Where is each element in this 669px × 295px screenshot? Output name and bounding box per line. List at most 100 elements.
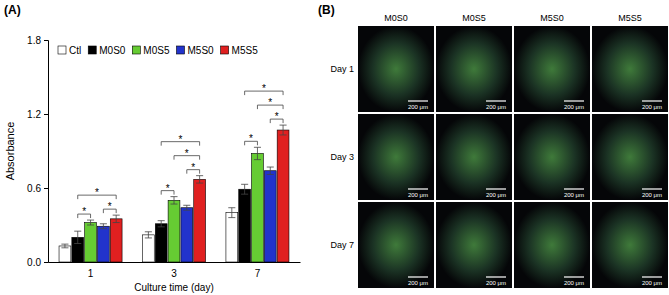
x-tick-label: 3 — [171, 268, 177, 279]
scale-bar-label: 200 μm — [408, 192, 428, 198]
error-bar — [100, 224, 107, 229]
error-bar — [196, 176, 203, 183]
error-bar — [170, 197, 177, 204]
micrograph — [514, 202, 590, 288]
panel-a: 0.0 0.6 1.2 1.8 1 3 7 Culture time (day) Absorba… — [4, 35, 301, 293]
significance-label: * — [268, 97, 272, 108]
legend-label: M5S5 — [232, 45, 259, 56]
x-axis-title: Culture time (day) — [134, 282, 213, 293]
y-tick: 1.2 — [27, 109, 48, 120]
bar — [85, 223, 97, 262]
micrograph — [358, 26, 434, 112]
bar — [97, 226, 109, 262]
x-axis: 1 3 7 — [49, 263, 301, 280]
significance-label: * — [185, 148, 189, 159]
error-bar — [74, 231, 81, 243]
significance: *********** — [78, 83, 283, 218]
significance-label: * — [108, 201, 112, 212]
series — [85, 147, 264, 262]
scale-bar — [642, 100, 662, 101]
y-tick-mark — [44, 262, 48, 263]
micrograph — [592, 202, 668, 288]
bars — [59, 125, 289, 262]
scale-bar-label: 200 μm — [564, 192, 584, 198]
legend-item: Ctl — [58, 45, 81, 56]
scale-bar-label: 200 μm — [642, 192, 662, 198]
legend: Ctl M0S0 M0S5 M5S0 M5S5 — [58, 45, 258, 56]
x-tick: 7 — [255, 268, 261, 279]
scale-bar — [564, 276, 584, 277]
legend-swatch — [58, 46, 66, 54]
error-bar — [241, 184, 248, 194]
y-tick-label: 0.0 — [27, 257, 41, 268]
significance-label: * — [178, 134, 182, 145]
error-bar — [113, 215, 120, 222]
scale-bar — [642, 276, 662, 277]
scale-bar — [564, 100, 584, 101]
scale-bar — [564, 188, 584, 189]
scale-bar — [408, 188, 428, 189]
y-tick-label: 0.6 — [27, 183, 41, 194]
bar — [168, 200, 180, 262]
micrograph — [592, 26, 668, 112]
bar — [264, 171, 276, 262]
bar — [142, 235, 154, 262]
legend-swatch — [176, 46, 184, 54]
row-label: Day 1 — [330, 64, 354, 74]
micrograph — [514, 114, 590, 200]
scale-bar-label: 200 μm — [486, 192, 506, 198]
bar — [59, 246, 71, 262]
significance-label: * — [166, 183, 170, 194]
error-bar — [87, 220, 94, 225]
micrograph — [436, 202, 512, 288]
row-label: Day 3 — [330, 152, 354, 162]
scale-bar-label: 200 μm — [564, 104, 584, 110]
legend-item: M5S5 — [221, 45, 259, 56]
scale-bar-label: 200 μm — [642, 280, 662, 286]
scale-bar-label: 200 μm — [486, 280, 506, 286]
scale-bar-label: 200 μm — [408, 280, 428, 286]
panel-label: (A) — [4, 3, 21, 17]
column-label: M5S5 — [618, 13, 642, 23]
series — [110, 125, 289, 262]
y-tick-label: 1.8 — [27, 35, 41, 46]
micrograph — [514, 26, 590, 112]
y-tick: 0.6 — [27, 183, 48, 194]
bar — [277, 130, 289, 262]
scale-bar — [486, 188, 506, 189]
y-axis-line — [44, 41, 49, 263]
column-label: M0S0 — [384, 13, 408, 23]
y-tick-mark — [44, 188, 48, 189]
legend-swatch — [221, 46, 229, 54]
bar — [155, 224, 167, 262]
scale-bar-label: 200 μm — [564, 280, 584, 286]
error-bar — [280, 125, 287, 135]
scale-bar — [642, 188, 662, 189]
y-tick-label: 1.2 — [27, 109, 41, 120]
legend-item: M0S0 — [88, 45, 126, 56]
error-bar — [228, 208, 235, 218]
row-label: Day 7 — [330, 240, 354, 250]
legend-swatch — [132, 46, 140, 54]
error-bar — [61, 244, 68, 248]
series — [97, 167, 276, 262]
x-tick: 1 — [88, 268, 94, 279]
error-bar — [183, 205, 190, 210]
micrograph — [358, 114, 434, 200]
scale-bar — [408, 276, 428, 277]
bar — [252, 153, 264, 262]
legend-label: M5S0 — [187, 45, 214, 56]
bar — [239, 189, 251, 262]
legend-label: M0S0 — [99, 45, 126, 56]
y-tick: 0.0 — [27, 257, 48, 268]
y-tick-mark — [44, 40, 48, 41]
micrograph — [436, 114, 512, 200]
error-bar — [254, 147, 261, 159]
significance-label: * — [275, 111, 279, 122]
legend-label: M0S5 — [143, 45, 170, 56]
scale-bar-label: 200 μm — [486, 104, 506, 110]
legend-item: M0S5 — [132, 45, 170, 56]
error-bar — [267, 167, 274, 174]
figure: 0.0 0.6 1.2 1.8 1 3 7 Culture time (day) Absorba… — [0, 0, 669, 295]
y-axis-title: Absorbance — [4, 122, 16, 181]
